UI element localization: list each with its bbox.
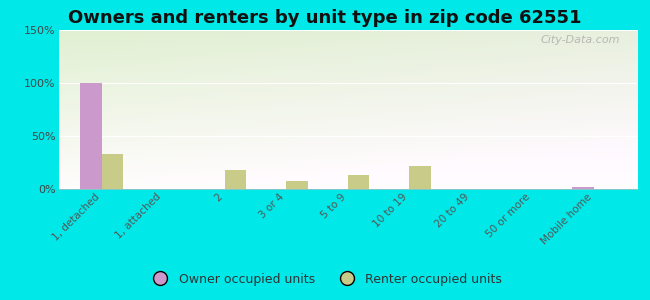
Bar [348, 175, 369, 189]
Bar [101, 154, 123, 189]
Bar [80, 83, 101, 189]
Bar [573, 187, 594, 189]
Bar [225, 170, 246, 189]
Text: City-Data.com: City-Data.com [540, 35, 619, 45]
Bar [286, 181, 307, 189]
Bar [410, 166, 431, 189]
Text: Owners and renters by unit type in zip code 62551: Owners and renters by unit type in zip c… [68, 9, 582, 27]
Legend: Owner occupied units, Renter occupied units: Owner occupied units, Renter occupied un… [143, 268, 507, 291]
